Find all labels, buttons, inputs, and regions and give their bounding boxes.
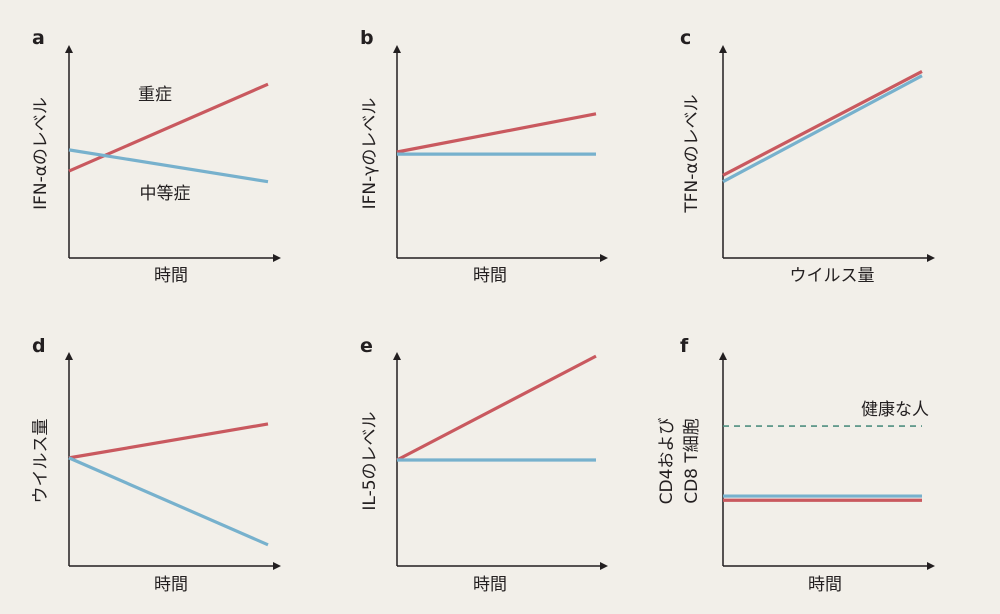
panel-a-series-label-2: 中等症 [140, 184, 191, 204]
panel-b-letter: b [360, 27, 374, 49]
panel-d-x-label: 時間 [154, 575, 188, 595]
panel-a-series-label-1: 重症 [138, 85, 172, 105]
panel-c-x-axis-arrow [927, 254, 935, 262]
panel-c-y-label-1: TFN-αのレベル [682, 94, 702, 213]
panel-d-x-axis-arrow [273, 562, 281, 570]
panel-a-series-blue-line [68, 148, 269, 184]
panel-e-x-label: 時間 [473, 575, 507, 595]
panel-a-y-axis-arrow [65, 45, 73, 53]
panel-f-y-label-1: CD4および [657, 418, 677, 505]
panel-f-y-label-2: CD8 T細胞 [682, 418, 702, 504]
panel-c-x-label: ウイルス量 [790, 266, 875, 286]
panel-d-series-red-line [68, 422, 269, 460]
panel-d-series-blue-line [68, 456, 269, 547]
panel-c-series-blue-line [722, 74, 923, 184]
panel-f-series-label-1: 健康な人 [861, 400, 929, 420]
panel-e-letter: e [360, 335, 373, 357]
panel-a-letter: a [32, 27, 45, 49]
panel-a-x-axis-arrow [273, 254, 281, 262]
panel-f-x-axis-arrow [927, 562, 935, 570]
panel-d-letter: d [32, 335, 46, 357]
panel-b-y-label-1: IFN-γのレベル [360, 98, 380, 210]
panel-c-y-axis-arrow [719, 45, 727, 53]
panel-b-x-axis-arrow [600, 254, 608, 262]
panel-c-letter: c [680, 27, 691, 49]
panel-d-y-label-1: ウイルス量 [31, 419, 51, 504]
panel-e-y-label-1: IL-5のレベル [360, 411, 380, 510]
panel-c-series-red-line [722, 70, 923, 177]
panel-f-y-axis-arrow [719, 352, 727, 360]
panel-f-x-label: 時間 [808, 575, 842, 595]
panel-b-y-axis-arrow [393, 45, 401, 53]
panel-a-x-label: 時間 [154, 266, 188, 286]
panel-e-x-axis-arrow [600, 562, 608, 570]
panel-a-y-label-1: IFN-αのレベル [31, 97, 51, 210]
panel-e-series-red-line [396, 354, 597, 462]
panel-b-series-red-line [396, 112, 597, 154]
panel-e-y-axis-arrow [393, 352, 401, 360]
panel-d-y-axis-arrow [65, 352, 73, 360]
panel-f-letter: f [680, 335, 689, 357]
panel-b-x-label: 時間 [473, 266, 507, 286]
